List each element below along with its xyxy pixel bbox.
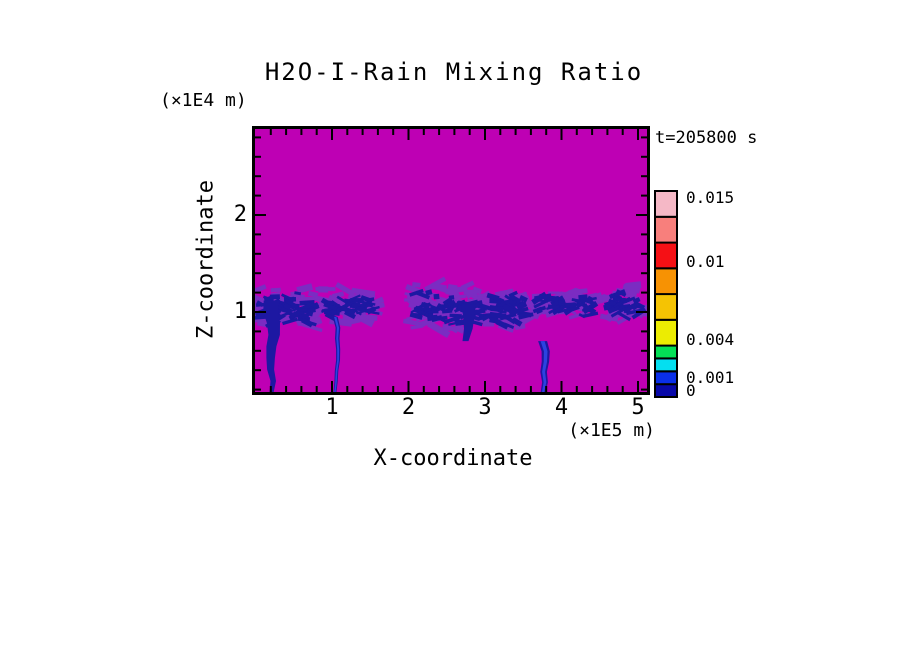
time-annotation: t=205800 s	[655, 128, 758, 148]
rain-shaft	[461, 304, 476, 342]
heatmap-plot	[255, 129, 647, 392]
colorbar-segment	[654, 267, 678, 296]
rain-shaft	[263, 300, 280, 392]
x-tick-label: 2	[401, 395, 416, 420]
chart-title: H2O-I-Rain Mixing Ratio	[264, 58, 644, 86]
colorbar-segment	[654, 318, 678, 347]
plot-area	[252, 126, 650, 395]
colorbar-segment	[654, 383, 678, 399]
x-tick-label: 1	[325, 395, 339, 420]
x-axis-unit-label: (×1E5 m)	[568, 420, 655, 441]
colorbar-segment	[654, 370, 678, 386]
colorbar-segment	[654, 344, 678, 360]
colorbar-segment	[654, 190, 678, 218]
z-tick-label: 2	[233, 202, 247, 227]
colorbar-tick-label: 0.01	[686, 252, 725, 272]
colorbar-tick-label: 0.015	[686, 187, 735, 207]
colorbar-segment	[654, 215, 678, 244]
x-tick-label: 5	[631, 395, 645, 420]
colorbar-tick-label: 0.001	[686, 368, 735, 388]
x-tick-label: 3	[478, 395, 492, 420]
colorbar-tick-label: 0.004	[686, 329, 735, 349]
x-axis-title: X-coordinate	[373, 446, 533, 471]
field-background	[255, 129, 647, 392]
colorbar-segment	[654, 293, 678, 321]
z-axis-title: Z-coordinate	[193, 180, 219, 339]
z-axis-unit-label: (×1E4 m)	[160, 90, 247, 111]
x-tick-label: 4	[554, 395, 569, 420]
colorbar-tick-label: 0	[686, 381, 696, 400]
colorbar-segment	[654, 241, 678, 270]
colorbar-segment	[654, 357, 678, 373]
colorbar	[654, 190, 678, 399]
z-tick-label: 1	[233, 299, 247, 324]
